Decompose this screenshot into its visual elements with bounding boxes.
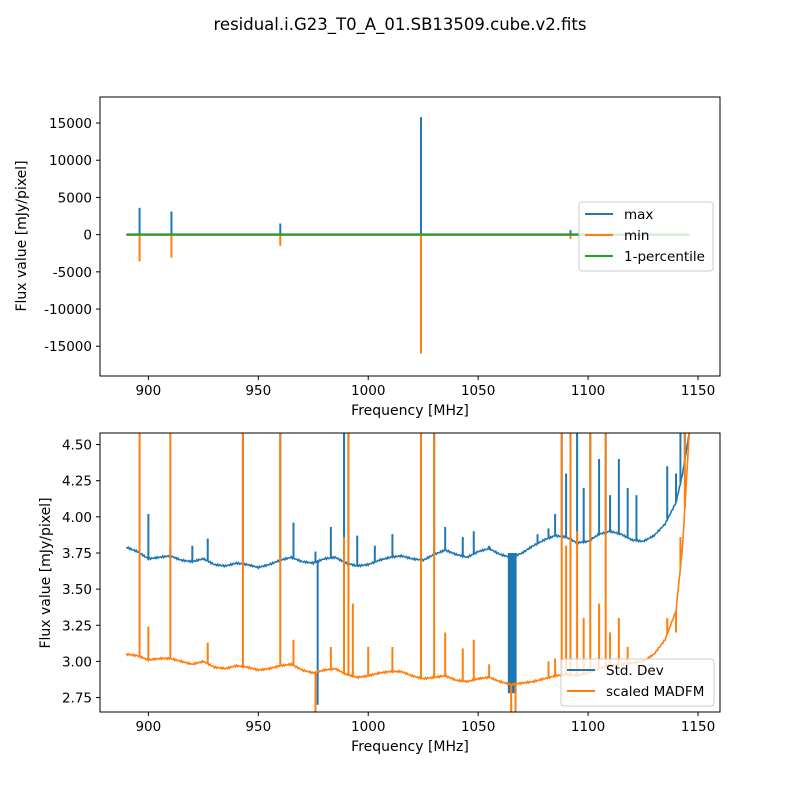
x-tick-label: 900 — [135, 383, 161, 399]
x-tick-label: 950 — [245, 719, 271, 735]
top-legend-box — [578, 201, 714, 272]
top-y-axis-label: Flux value [mJy/pixel] — [14, 160, 30, 311]
y-tick-label: 0 — [83, 228, 92, 244]
y-tick-label: 3.00 — [62, 654, 92, 670]
x-tick-label: 1100 — [571, 719, 605, 735]
legend-label-min: min — [624, 228, 649, 244]
top-plot-frame — [99, 96, 721, 377]
x-tick-label: 900 — [135, 719, 161, 735]
series-line-std-dev — [125, 433, 691, 570]
legend-label-scaled-madfm: scaled MADFM — [606, 684, 704, 700]
figure-title: residual.i.G23_T0_A_01.SB13509.cube.v2.f… — [214, 15, 587, 35]
x-tick-label: 1100 — [571, 383, 605, 399]
bottom-x-ticks: 900 950 1000 1050 1100 1150 — [135, 712, 715, 735]
y-tick-label: 4.50 — [62, 438, 92, 454]
bottom-y-ticks: 2.75 3.00 3.25 3.50 3.75 4.00 4.25 4.50 — [62, 438, 100, 707]
y-tick-label: -15000 — [44, 339, 92, 355]
y-tick-label: 2.75 — [62, 691, 92, 707]
legend-label-std-dev: Std. Dev — [606, 663, 664, 679]
x-tick-label: 1000 — [351, 383, 385, 399]
bottom-legend-box — [560, 658, 715, 707]
series-band-std-dev — [507, 552, 517, 694]
legend-label-max: max — [624, 207, 653, 223]
legend-label-1-percentile: 1-percentile — [624, 249, 705, 265]
x-tick-label: 1050 — [461, 383, 495, 399]
y-tick-label: 3.50 — [62, 582, 92, 598]
y-tick-label: 15000 — [49, 116, 92, 132]
top-x-axis-label: Frequency [MHz] — [351, 403, 469, 419]
x-tick-label: 950 — [245, 383, 271, 399]
x-tick-label: 1000 — [351, 719, 385, 735]
y-tick-label: -5000 — [53, 265, 92, 281]
top-y-ticks: -15000 -10000 -5000 0 5000 10000 15000 — [44, 116, 100, 355]
bottom-plot: 900 950 1000 1050 1100 1150 2.75 3.00 3.25 3.50 3… — [38, 432, 721, 755]
y-tick-label: 4.00 — [62, 510, 92, 526]
bottom-y-axis-label: Flux value [mJy/pixel] — [38, 497, 54, 648]
y-tick-label: -10000 — [44, 302, 92, 318]
y-tick-label: 5000 — [58, 190, 92, 206]
y-tick-label: 10000 — [49, 153, 92, 169]
bottom-plot-marks — [125, 433, 691, 712]
top-plot: 900 950 1000 1050 1100 1150 -15000 -10000 -5000… — [14, 96, 721, 419]
x-tick-label: 1150 — [681, 719, 715, 735]
y-tick-label: 3.25 — [62, 618, 92, 634]
x-tick-label: 1150 — [681, 383, 715, 399]
x-tick-label: 1050 — [461, 719, 495, 735]
top-x-ticks: 900 950 1000 1050 1100 1150 — [135, 376, 715, 399]
bottom-plot-frame — [99, 432, 721, 713]
y-tick-label: 3.75 — [62, 546, 92, 562]
y-tick-label: 4.25 — [62, 474, 92, 490]
bottom-legend: Std. Dev scaled MADFM — [560, 658, 715, 707]
bottom-x-axis-label: Frequency [MHz] — [351, 739, 469, 755]
top-legend: max min 1-percentile — [578, 201, 714, 272]
